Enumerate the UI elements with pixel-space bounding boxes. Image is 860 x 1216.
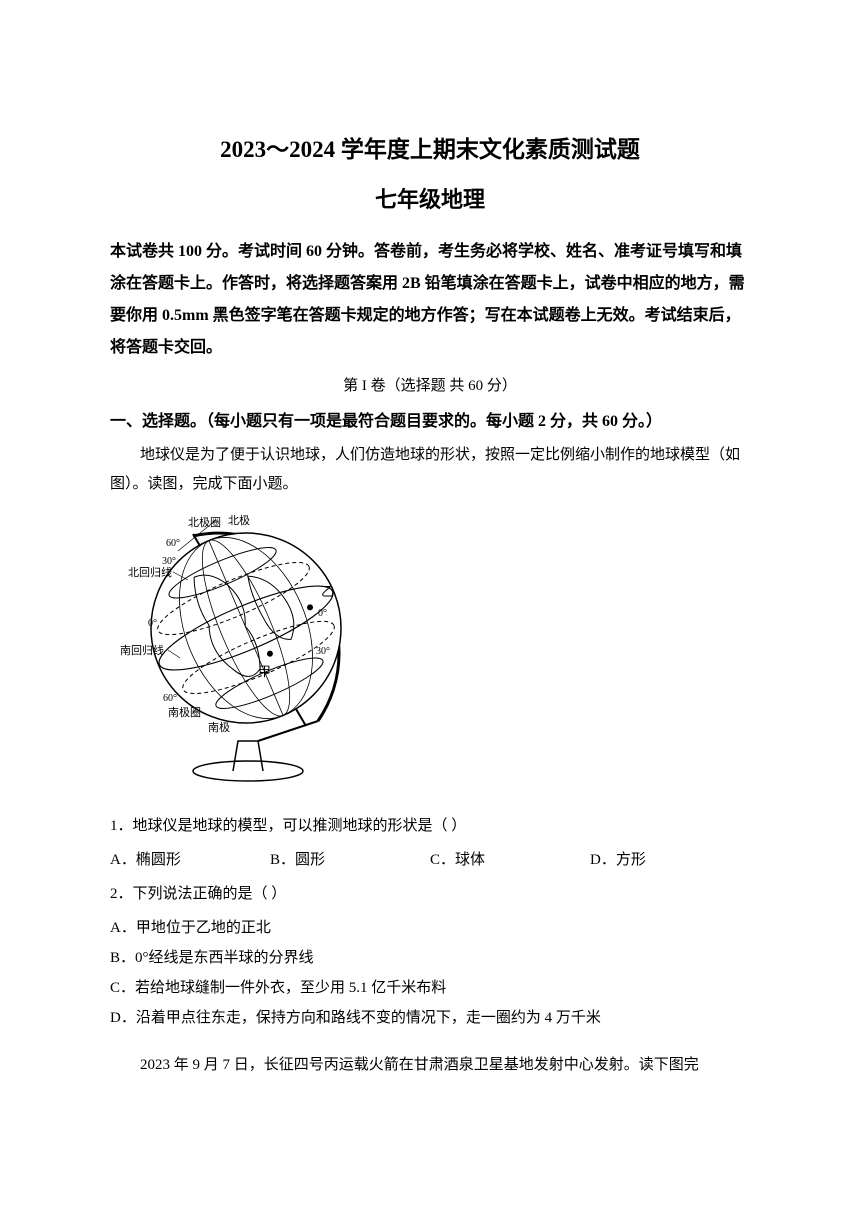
label-0b: 0°	[318, 608, 327, 619]
q2-option-c: C．若给地球缝制一件外衣，至少用 5.1 亿千米布料	[110, 973, 750, 1003]
question-2-text: 2．下列说法正确的是（ ）	[110, 879, 750, 909]
label-jia: 甲	[258, 664, 271, 679]
q1-option-a: A．椭圆形	[110, 845, 270, 875]
q1-option-c: C．球体	[430, 845, 590, 875]
label-0: 0°	[148, 618, 157, 629]
label-60s: 60°	[163, 693, 177, 704]
question-1-options: A．椭圆形 B．圆形 C．球体 D．方形	[110, 845, 750, 875]
label-60n: 60°	[166, 538, 180, 549]
passage-intro-1: 地球仪是为了便于认识地球，人们仿造地球的形状，按照一定比例缩小制作的地球模型（如…	[110, 441, 750, 498]
q1-option-b: B．圆形	[270, 845, 430, 875]
globe-figure: 北极圈 北极 60° 北回归线 30° 0° 南回归线 0° 30° 60° 南…	[118, 506, 750, 791]
section-1-title: 一、选择题。（每小题只有一项是最符合题目要求的。每小题 2 分，共 60 分。）	[110, 407, 750, 431]
label-arctic-circle: 北极圈	[188, 515, 221, 529]
main-title: 2023～2024 学年度上期末文化素质测试题	[110, 130, 750, 164]
label-north-pole: 北极	[228, 513, 250, 527]
label-tropic-capricorn: 南回归线	[120, 643, 164, 657]
label-tropic-cancer: 北回归线	[128, 565, 172, 579]
q2-option-d: D．沿着甲点往东走，保持方向和路线不变的情况下，走一圈约为 4 万千米	[110, 1003, 750, 1033]
passage-intro-2: 2023 年 9 月 7 日，长征四号丙运载火箭在甘肃酒泉卫星基地发射中心发射。…	[110, 1051, 750, 1080]
label-yi: 乙	[321, 584, 334, 599]
q1-option-d: D．方形	[590, 845, 750, 875]
label-30n: 30°	[162, 556, 176, 567]
sub-title: 七年级地理	[110, 182, 750, 214]
label-south-pole: 南极	[208, 720, 230, 734]
volume-label: 第 I 卷（选择题 共 60 分）	[110, 374, 750, 395]
label-30s: 30°	[316, 646, 330, 657]
q2-option-b: B．0°经线是东西半球的分界线	[110, 943, 750, 973]
q2-option-a: A．甲地位于乙地的正北	[110, 913, 750, 943]
instructions-text: 本试卷共 100 分。考试时间 60 分钟。答卷前，考生务必将学校、姓名、准考证…	[110, 236, 750, 364]
question-1-text: 1．地球仪是地球的模型，可以推测地球的形状是（ ）	[110, 811, 750, 841]
label-antarctic-circle: 南极圈	[168, 705, 201, 719]
